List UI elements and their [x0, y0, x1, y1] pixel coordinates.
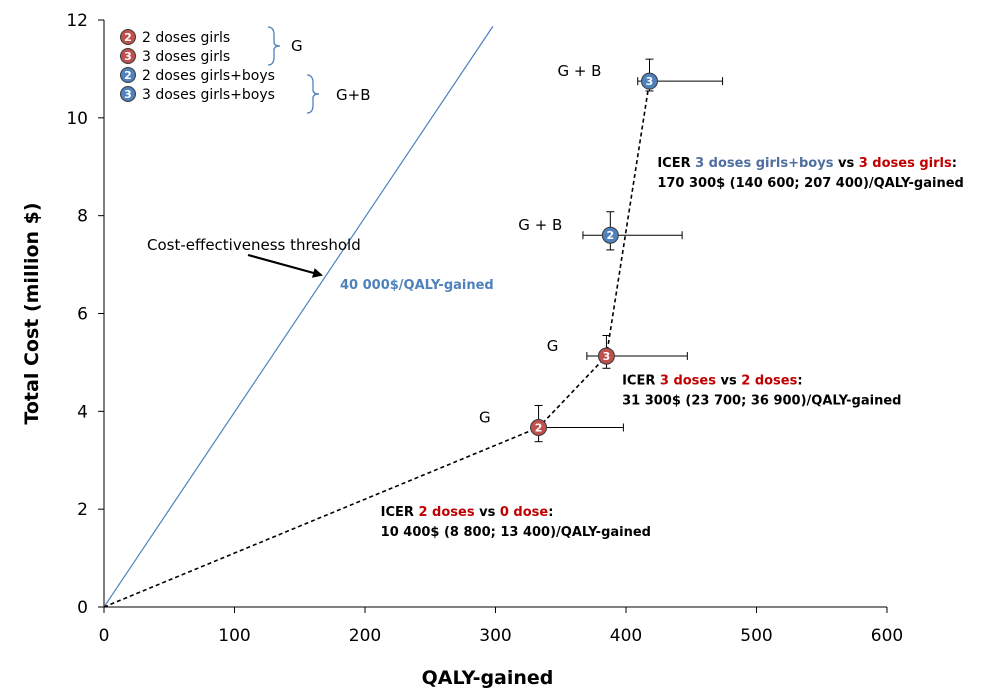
icer-annotation-line1: ICER 2 doses vs 0 dose:	[381, 505, 554, 520]
icer-annotation-line2: 170 300$ (140 600; 207 400)/QALY-gained	[657, 176, 964, 191]
legend-label: 3 doses girls+boys	[142, 87, 275, 103]
icer-annotation-line2: 10 400$ (8 800; 13 400)/QALY-gained	[381, 525, 651, 540]
y-tick-label: 0	[77, 598, 88, 618]
icer-annotation-segment: :	[797, 373, 802, 388]
point-marker	[601, 226, 619, 244]
y-axis-title: Total Cost (million $)	[21, 202, 43, 424]
icer-annotation-segment: :	[952, 156, 957, 171]
legend-item-girls_boys-3: 3 3 doses girls+boys	[120, 86, 275, 103]
icer-annotation-segment: 0 dose	[500, 505, 549, 520]
y-tick-label: 4	[77, 402, 88, 422]
icer-annotation-segment: :	[548, 505, 553, 520]
point-group-label: G	[547, 337, 559, 355]
point-marker-number: 3	[603, 350, 611, 363]
legend-marker-number: 2	[124, 69, 132, 82]
legend-marker	[120, 29, 136, 45]
point-group-label: G	[479, 408, 491, 426]
legend-label: 2 doses girls+boys	[142, 68, 275, 84]
threshold-arrow	[247, 253, 323, 278]
x-axis-title: QALY-gained	[422, 667, 554, 689]
y-tick-label: 2	[77, 500, 88, 520]
icer-annotations: ICER 2 doses vs 0 dose: 10 400$ (8 800; 1…	[381, 156, 964, 540]
legend-bracket	[306, 74, 320, 114]
legend-bracket-girls: G	[267, 26, 303, 66]
point-group-label: G + B	[557, 62, 601, 80]
icer-annotation-segment: 3 doses	[660, 373, 716, 388]
legend-marker	[120, 48, 136, 64]
icer-annotation-segment: vs	[833, 156, 858, 171]
legend-label: 2 doses girls	[142, 30, 230, 46]
point-group-label: G + B	[518, 216, 562, 234]
x-tick-label: 600	[871, 626, 903, 646]
x-tick-label: 0	[99, 626, 110, 646]
legend: 2 2 doses girls 3 3 doses girls 2 2 doses gir…	[120, 26, 370, 114]
legend-marker-number: 3	[124, 50, 132, 63]
icer-annotation-segment: ICER	[657, 156, 695, 171]
threshold-line-group: Cost-effectiveness threshold 40 000$/QALY…	[103, 26, 494, 608]
point-marker-number: 3	[646, 75, 654, 88]
axes: 0 100 200 300 400 500 600 0 2 4 6 8 10 12 QALY-gained T…	[21, 11, 903, 689]
point-marker-number: 2	[607, 229, 615, 242]
legend-item-girls-2: 2 2 doses girls	[120, 29, 230, 46]
data-point-girls_boys-3: 3 G + B	[557, 58, 724, 92]
efficiency-frontier	[103, 81, 651, 608]
x-tick-label: 200	[349, 626, 381, 646]
legend-bracket-girls_boys: G+B	[306, 74, 370, 114]
threshold-slope-label: 40 000$/QALY-gained	[340, 278, 494, 293]
x-tick-label: 500	[740, 626, 772, 646]
icer-annotation-line1: ICER 3 doses vs 2 doses:	[622, 373, 802, 388]
data-point-girls_boys-2: 2 G + B	[518, 211, 683, 251]
icer-annotation-segment: 3 doses girls+boys	[695, 156, 834, 171]
legend-bracket-label: G+B	[336, 86, 370, 104]
legend-label: 3 doses girls	[142, 49, 230, 65]
threshold-line	[103, 26, 494, 608]
icer-annotation-segment: vs	[716, 373, 741, 388]
legend-marker	[120, 86, 136, 102]
y-tick-label: 12	[66, 11, 88, 31]
legend-item-girls_boys-2: 2 2 doses girls+boys	[120, 67, 275, 84]
point-marker	[640, 72, 658, 90]
icer-annotation: ICER 3 doses girls+boys vs 3 doses girls…	[657, 156, 964, 191]
y-tick-label: 6	[77, 305, 88, 325]
icer-annotation: ICER 2 doses vs 0 dose: 10 400$ (8 800; 1…	[381, 505, 651, 540]
icer-annotation-segment: vs	[475, 505, 500, 520]
x-tick-label: 300	[479, 626, 511, 646]
icer-annotation-line2: 31 300$ (23 700; 36 900)/QALY-gained	[622, 393, 901, 408]
legend-marker-number: 2	[124, 31, 132, 44]
frontier-line	[103, 81, 651, 608]
icer-annotation-segment: ICER	[622, 373, 660, 388]
x-tick-label: 100	[218, 626, 250, 646]
y-tick-label: 8	[77, 207, 88, 227]
icer-annotation-segment: 3 doses girls	[859, 156, 952, 171]
icer-annotation: ICER 3 doses vs 2 doses: 31 300$ (23 700;…	[622, 373, 901, 408]
point-marker	[530, 418, 548, 436]
point-marker-number: 2	[535, 421, 543, 434]
point-marker	[597, 347, 615, 365]
threshold-title: Cost-effectiveness threshold	[147, 236, 361, 254]
icer-annotation-segment: ICER	[381, 505, 419, 520]
y-tick-label: 10	[66, 109, 88, 129]
icer-annotation-segment: 2 doses	[418, 505, 474, 520]
legend-item-girls-3: 3 3 doses girls	[120, 48, 230, 65]
legend-marker	[120, 67, 136, 83]
data-point-girls-2: 2G	[479, 404, 624, 443]
legend-marker-number: 3	[124, 88, 132, 101]
data-point-girls-3: 3G	[547, 335, 688, 369]
icer-annotation-line1: ICER 3 doses girls+boys vs 3 doses girls…	[657, 156, 957, 171]
x-tick-label: 400	[610, 626, 642, 646]
legend-bracket-label: G	[291, 37, 303, 55]
icer-annotation-segment: 2 doses	[741, 373, 797, 388]
legend-bracket	[267, 26, 281, 66]
